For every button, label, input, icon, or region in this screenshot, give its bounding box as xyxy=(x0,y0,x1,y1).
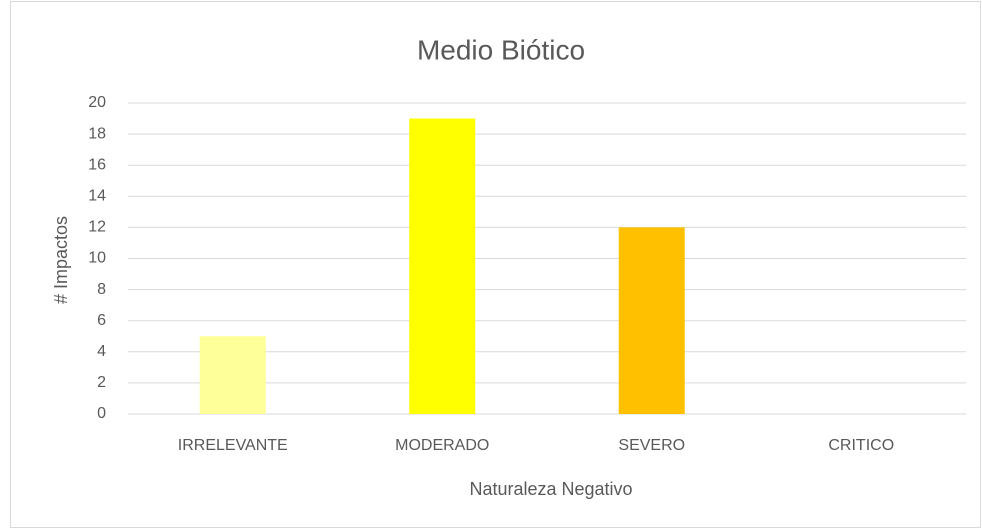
x-axis-label: Naturaleza Negativo xyxy=(469,479,632,499)
y-tick-label: 20 xyxy=(88,94,106,111)
y-tick-label: 8 xyxy=(97,281,106,298)
x-tick-label: MODERADO xyxy=(395,437,489,454)
bar xyxy=(199,336,266,414)
x-tick-label: CRITICO xyxy=(828,437,894,454)
y-tick-label: 18 xyxy=(88,125,106,142)
bar xyxy=(618,227,685,414)
y-tick-label: 6 xyxy=(97,312,106,329)
chart-title: Medio Biótico xyxy=(417,34,585,65)
y-tick-label: 2 xyxy=(97,374,106,391)
y-tick-label: 12 xyxy=(88,219,106,236)
y-tick-label: 16 xyxy=(88,156,106,173)
y-tick-label: 14 xyxy=(88,188,106,205)
y-tick-label: 10 xyxy=(88,250,106,267)
chart-border xyxy=(10,1,981,528)
y-axis-label: # Impactos xyxy=(51,216,71,304)
x-tick-label: SEVERO xyxy=(618,437,685,454)
y-tick-label: 4 xyxy=(97,343,106,360)
bar xyxy=(409,118,476,415)
y-tick-label: 0 xyxy=(97,405,106,422)
x-tick-label: IRRELEVANTE xyxy=(178,437,288,454)
